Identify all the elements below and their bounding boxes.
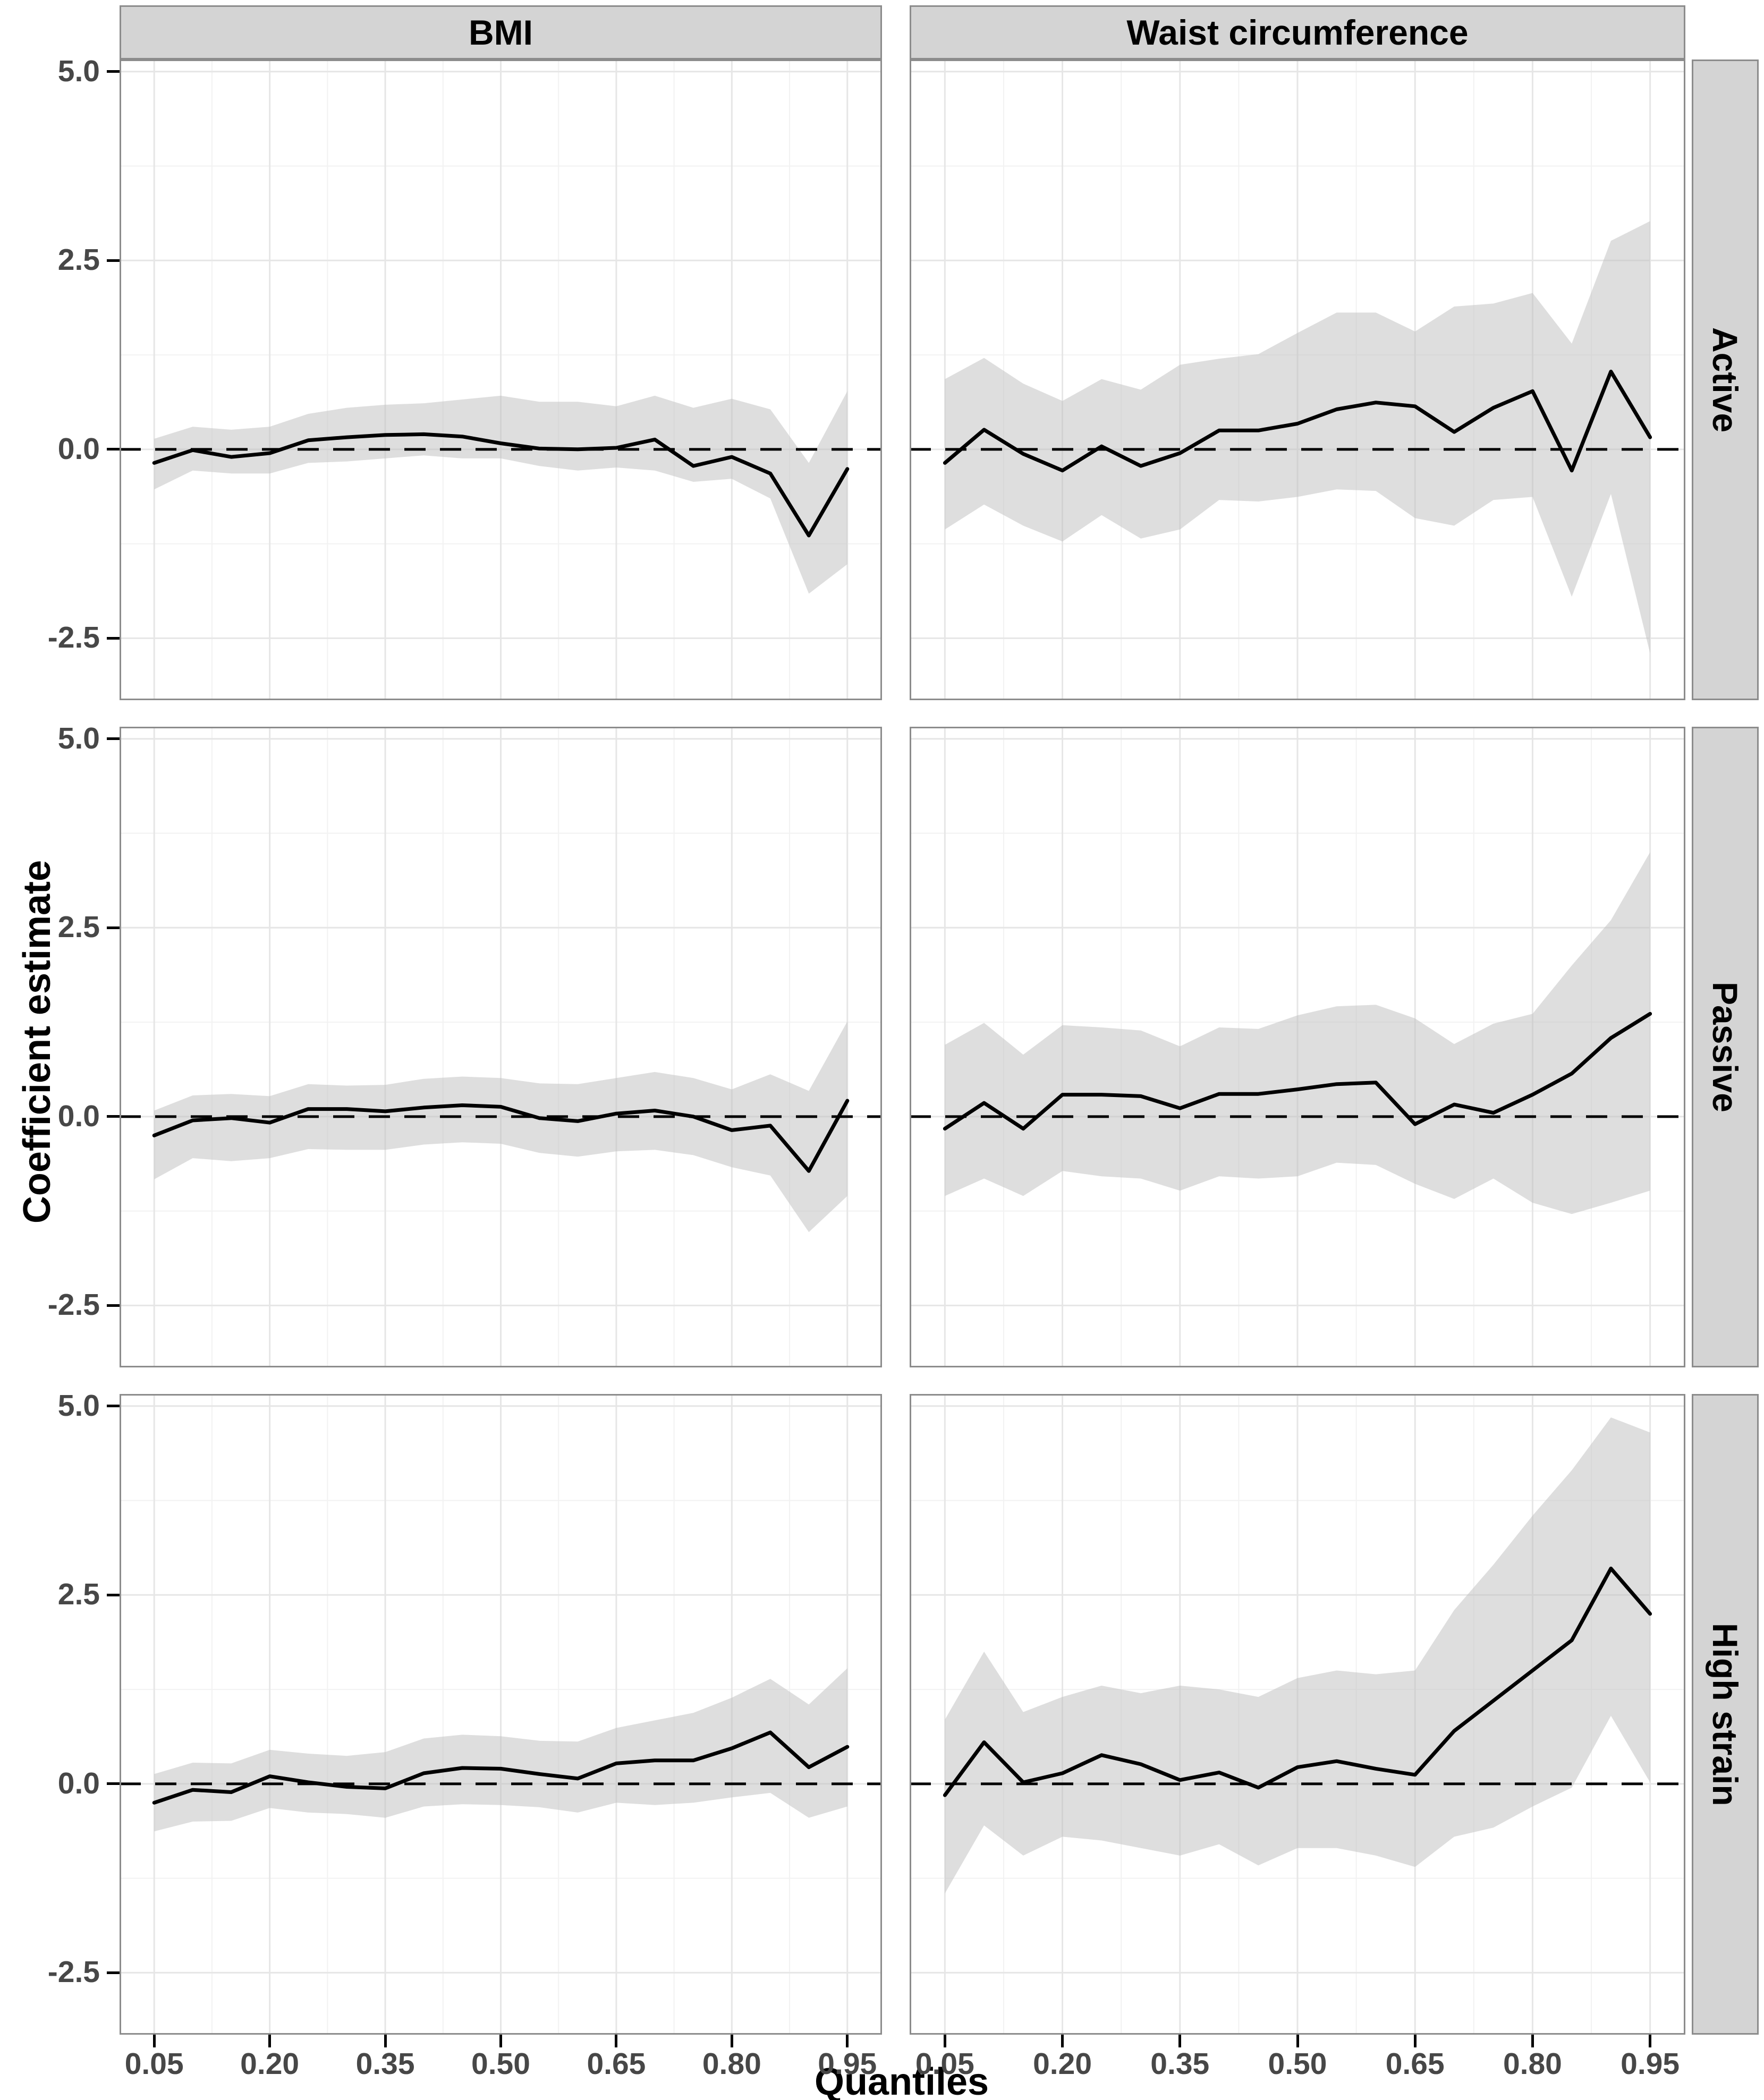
panel-canvas: [120, 1394, 882, 2035]
coefficient-line: [943, 369, 1652, 473]
confidence-ribbon: [154, 391, 847, 594]
y-axis-title: Coefficient estimate: [16, 860, 58, 1224]
panel-waist-passive: [910, 727, 1685, 1367]
y-tick-label: 5.0: [57, 1388, 100, 1423]
x-tick-label: 0.65: [587, 2047, 646, 2081]
panel-canvas: [910, 59, 1685, 700]
x-axis-title: Quantiles: [814, 2061, 989, 2100]
y-tick-mark: [107, 1115, 120, 1118]
x-tick-mark: [152, 2035, 156, 2047]
panel-border: [120, 1394, 882, 2035]
facet-row-strip-active-label: Active: [1706, 327, 1745, 433]
x-tick-label: 0.95: [818, 2047, 877, 2081]
panel-canvas: [120, 59, 882, 700]
coefficient-line: [943, 1011, 1652, 1131]
y-tick-mark: [107, 1593, 120, 1596]
coefficient-line: [152, 1099, 850, 1173]
x-tick-mark: [384, 2035, 387, 2047]
x-tick-mark: [615, 2035, 618, 2047]
y-tick-label: 5.0: [57, 721, 100, 755]
y-tick-label: 0.0: [57, 1766, 100, 1800]
x-tick-mark: [730, 2035, 733, 2047]
facet-column-strip-waist: Waist circumference: [910, 5, 1685, 59]
facet-row-strip-passive: Passive: [1692, 727, 1759, 1367]
facet-row-strip-high-strain: High strain: [1692, 1394, 1759, 2035]
panel-border: [910, 1394, 1685, 2035]
facet-column-strip-bmi: BMI: [120, 5, 882, 59]
y-tick-mark: [107, 448, 120, 451]
x-tick-label: 0.95: [1621, 2047, 1680, 2081]
y-tick-label: 2.5: [57, 1577, 100, 1612]
y-tick-label: 0.0: [57, 431, 100, 466]
x-tick-label: 0.50: [471, 2047, 530, 2081]
y-tick-mark: [107, 70, 120, 73]
x-tick-label: 0.20: [1033, 2047, 1092, 2081]
y-tick-mark: [107, 636, 120, 640]
y-tick-mark: [107, 1405, 120, 1408]
x-tick-mark: [499, 2035, 502, 2047]
coefficient-line: [152, 1730, 850, 1805]
x-tick-label: 0.65: [1385, 2047, 1445, 2081]
coefficient-line: [943, 1567, 1652, 1797]
y-tick-mark: [107, 1971, 120, 1974]
x-tick-label: 0.20: [240, 2047, 300, 2081]
x-tick-mark: [1531, 2035, 1534, 2047]
panel-canvas: [120, 727, 882, 1367]
confidence-ribbon: [945, 852, 1650, 1214]
y-tick-label: 5.0: [57, 54, 100, 88]
panel-border: [910, 727, 1685, 1367]
panel-border: [910, 59, 1685, 700]
coefficient-line: [152, 432, 850, 538]
confidence-ribbon: [945, 1417, 1650, 1894]
y-tick-mark: [107, 1304, 120, 1307]
x-tick-label: 0.05: [915, 2047, 974, 2081]
y-tick-label: 0.0: [57, 1099, 100, 1133]
facet-row-strip-active: Active: [1692, 59, 1759, 700]
x-tick-mark: [1061, 2035, 1064, 2047]
confidence-ribbon: [154, 1021, 847, 1232]
panel-bmi-active: [120, 59, 882, 700]
x-tick-label: 0.05: [124, 2047, 184, 2081]
y-tick-label: -2.5: [47, 1955, 100, 1990]
y-tick-label: 2.5: [57, 243, 100, 277]
x-tick-mark: [1413, 2035, 1417, 2047]
x-tick-mark: [943, 2035, 946, 2047]
x-tick-label: 0.35: [1150, 2047, 1210, 2081]
panel-canvas: [910, 727, 1685, 1367]
x-tick-mark: [1296, 2035, 1299, 2047]
x-tick-label: 0.80: [1503, 2047, 1562, 2081]
x-tick-label: 0.35: [355, 2047, 415, 2081]
facet-row-strip-passive-label: Passive: [1706, 982, 1745, 1112]
panel-canvas: [910, 1394, 1685, 2035]
y-tick-mark: [107, 926, 120, 929]
y-tick-label: -2.5: [47, 620, 100, 655]
y-tick-mark: [107, 259, 120, 262]
x-tick-label: 0.80: [702, 2047, 761, 2081]
x-tick-mark: [846, 2035, 849, 2047]
panel-bmi-high-strain: [120, 1394, 882, 2035]
y-tick-label: 2.5: [57, 910, 100, 945]
facet-column-strip-waist-label: Waist circumference: [1126, 13, 1469, 52]
facet-row-strip-high-strain-label: High strain: [1706, 1622, 1745, 1806]
y-tick-mark: [107, 1782, 120, 1786]
x-tick-label: 0.50: [1268, 2047, 1327, 2081]
x-tick-mark: [1178, 2035, 1182, 2047]
x-tick-mark: [268, 2035, 272, 2047]
x-tick-mark: [1649, 2035, 1652, 2047]
confidence-ribbon: [154, 1668, 847, 1832]
panel-border: [120, 727, 882, 1367]
panel-waist-active: [910, 59, 1685, 700]
y-tick-mark: [107, 737, 120, 741]
panel-waist-high-strain: [910, 1394, 1685, 2035]
panel-border: [120, 59, 882, 700]
confidence-ribbon: [945, 221, 1650, 653]
facet-column-strip-bmi-label: BMI: [469, 13, 533, 52]
y-tick-label: -2.5: [47, 1288, 100, 1322]
panel-bmi-passive: [120, 727, 882, 1367]
